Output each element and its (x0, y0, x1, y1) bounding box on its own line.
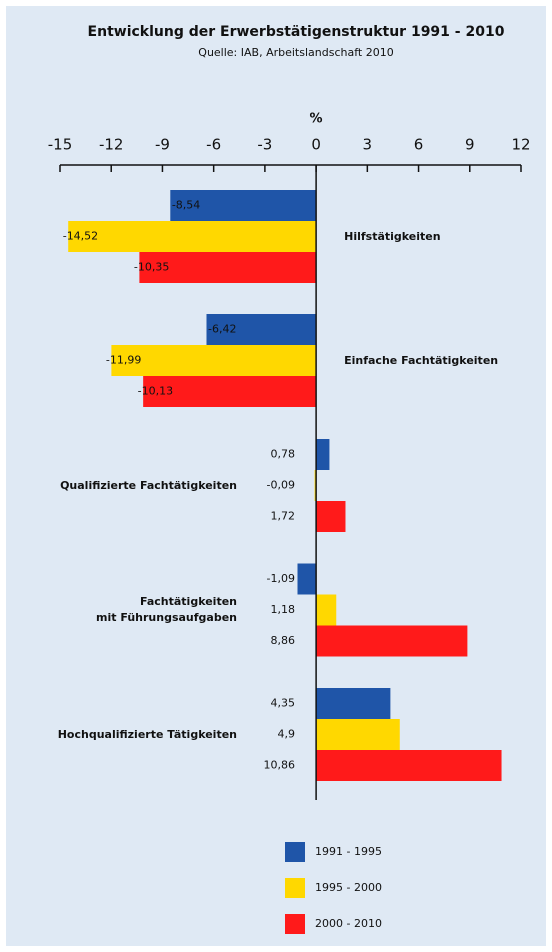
x-tick-label: -15 (48, 136, 73, 154)
x-tick-label: 3 (363, 136, 373, 154)
x-tick-label: -6 (206, 136, 221, 154)
value-label: 8,86 (271, 634, 296, 647)
value-label: 0,78 (271, 448, 296, 461)
bar (297, 563, 317, 595)
x-tick-label: -12 (99, 136, 124, 154)
legend-label: 2000 - 2010 (315, 917, 382, 930)
value-label: 1,18 (271, 603, 296, 616)
x-tick-label: 9 (465, 136, 475, 154)
bar (316, 688, 391, 719)
legend-swatch (285, 878, 305, 898)
bar (139, 252, 317, 283)
bar (316, 719, 400, 750)
legend-swatch (285, 842, 305, 862)
value-label: -0,09 (267, 479, 295, 492)
value-label: -11,99 (106, 354, 141, 367)
value-label: -10,35 (134, 261, 169, 274)
value-label: 1,72 (271, 510, 296, 523)
bar (316, 439, 330, 470)
x-tick-label: 6 (414, 136, 424, 154)
bar (68, 221, 317, 252)
bar (316, 625, 468, 657)
bar (316, 750, 502, 781)
chart-title: Entwicklung der Erwerbstätigenstruktur 1… (88, 24, 505, 40)
legend-swatch (285, 914, 305, 934)
bar (143, 376, 317, 407)
x-tick-label: 12 (511, 136, 530, 154)
x-tick-label: -9 (155, 136, 170, 154)
x-tick-label: 0 (311, 136, 321, 154)
axis-label: % (309, 112, 322, 127)
value-label: -6,42 (208, 323, 236, 336)
bar (111, 345, 317, 376)
panel (6, 6, 546, 946)
bar (170, 190, 317, 221)
category-label: Einfache Fachtätigkeiten (344, 353, 499, 367)
bar (316, 594, 337, 626)
legend-label: 1991 - 1995 (315, 845, 382, 858)
category-label: Qualifizierte Fachtätigkeiten (60, 478, 237, 492)
value-label: 4,35 (271, 697, 296, 710)
value-label: -1,09 (267, 572, 295, 585)
legend-label: 1995 - 2000 (315, 881, 382, 894)
bar (206, 314, 317, 345)
chart-subtitle: Quelle: IAB, Arbeitslandschaft 2010 (198, 46, 393, 59)
value-label: -14,52 (63, 230, 98, 243)
value-label: 10,86 (264, 759, 296, 772)
value-label: -10,13 (138, 385, 173, 398)
bar (314, 470, 317, 501)
bar (316, 501, 346, 532)
value-label: 4,9 (278, 728, 296, 741)
category-label: Hilfstätigkeiten (344, 229, 441, 243)
value-label: -8,54 (172, 199, 200, 212)
x-tick-label: -3 (257, 136, 272, 154)
category-label: Hochqualifizierte Tätigkeiten (57, 727, 237, 741)
category-label: Fachtätigkeiten mit Führungsaufgaben (96, 595, 237, 624)
